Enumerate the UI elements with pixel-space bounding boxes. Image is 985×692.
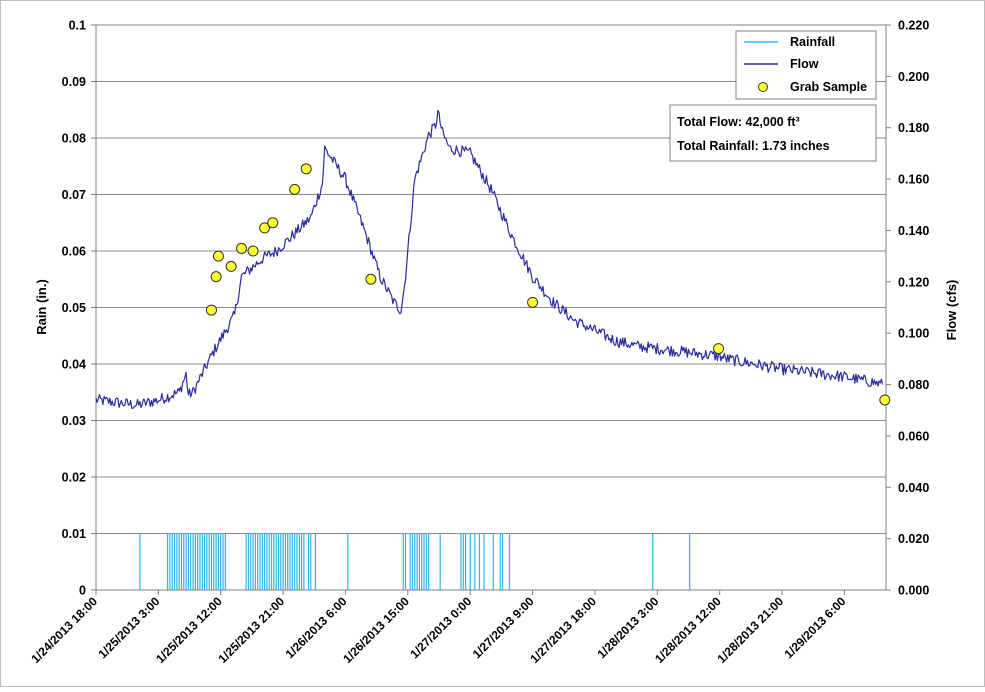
grab-sample-point xyxy=(365,273,377,285)
grab-sample-point xyxy=(225,260,237,272)
legend-label-rainfall: Rainfall xyxy=(790,35,835,49)
right-axis-label: Flow (cfs) xyxy=(944,280,959,341)
right-tick-label: 0.000 xyxy=(898,584,929,598)
right-tick-label: 0.220 xyxy=(898,19,929,33)
totals-box: Total Flow: 42,000 ft³ Total Rainfall: 1… xyxy=(669,104,877,162)
right-axis-ticks: 0.000 0.020 0.040 0.060 0.080 0.100 0.120 0.140… xyxy=(886,19,929,598)
left-tick-label: 0.05 xyxy=(62,301,86,315)
left-tick-label: 0.1 xyxy=(69,19,86,33)
left-tick-label: 0 xyxy=(79,584,86,598)
grab-sample-point xyxy=(713,343,725,355)
left-tick-label: 0.08 xyxy=(62,132,86,146)
series-flow-line xyxy=(95,109,884,410)
right-tick-label: 0.200 xyxy=(898,70,929,84)
grab-sample-point xyxy=(527,296,539,308)
left-tick-label: 0.04 xyxy=(62,358,86,372)
right-tick-label: 0.120 xyxy=(898,275,929,289)
grab-sample-point xyxy=(879,394,891,406)
right-tick-label: 0.040 xyxy=(898,481,929,495)
legend-label-flow: Flow xyxy=(790,57,819,71)
left-tick-label: 0.01 xyxy=(62,527,86,541)
right-tick-label: 0.060 xyxy=(898,429,929,443)
right-tick-label: 0.140 xyxy=(898,224,929,238)
grab-sample-point xyxy=(210,271,222,283)
right-tick-label: 0.100 xyxy=(898,327,929,341)
left-tick-label: 0.06 xyxy=(62,245,86,259)
grab-sample-points xyxy=(205,163,891,406)
left-tick-label: 0.02 xyxy=(62,471,86,485)
right-tick-label: 0.020 xyxy=(898,532,929,546)
legend-label-grab-sample: Grab Sample xyxy=(790,80,867,94)
grab-sample-point xyxy=(212,250,224,262)
right-tick-label: 0.080 xyxy=(898,378,929,392)
grab-sample-point xyxy=(259,222,271,234)
grab-sample-point xyxy=(267,217,279,229)
left-axis-ticks: 0 0.01 0.02 0.03 0.04 0.05 0.06 0.07 0.08 0.09 0.1 xyxy=(62,19,96,598)
total-rainfall-text: Total Rainfall: 1.73 inches xyxy=(677,139,830,153)
totals-box-frame xyxy=(669,104,877,162)
grab-sample-point xyxy=(236,242,248,254)
left-tick-label: 0.07 xyxy=(62,188,86,202)
total-flow-text: Total Flow: 42,000 ft³ xyxy=(677,115,800,129)
grab-sample-point xyxy=(247,245,259,257)
right-tick-label: 0.160 xyxy=(898,173,929,187)
legend-swatch-grab-sample xyxy=(758,82,768,92)
legend: Rainfall Flow Grab Sample xyxy=(735,30,877,100)
grab-sample-point xyxy=(289,183,301,195)
left-axis-label: Rain (in.) xyxy=(34,279,49,335)
right-tick-label: 0.180 xyxy=(898,121,929,135)
rainfall-bars xyxy=(139,533,691,590)
left-tick-label: 0.03 xyxy=(62,414,86,428)
grab-sample-point xyxy=(300,163,312,175)
left-tick-label: 0.09 xyxy=(62,75,86,89)
grab-sample-point xyxy=(205,304,217,316)
